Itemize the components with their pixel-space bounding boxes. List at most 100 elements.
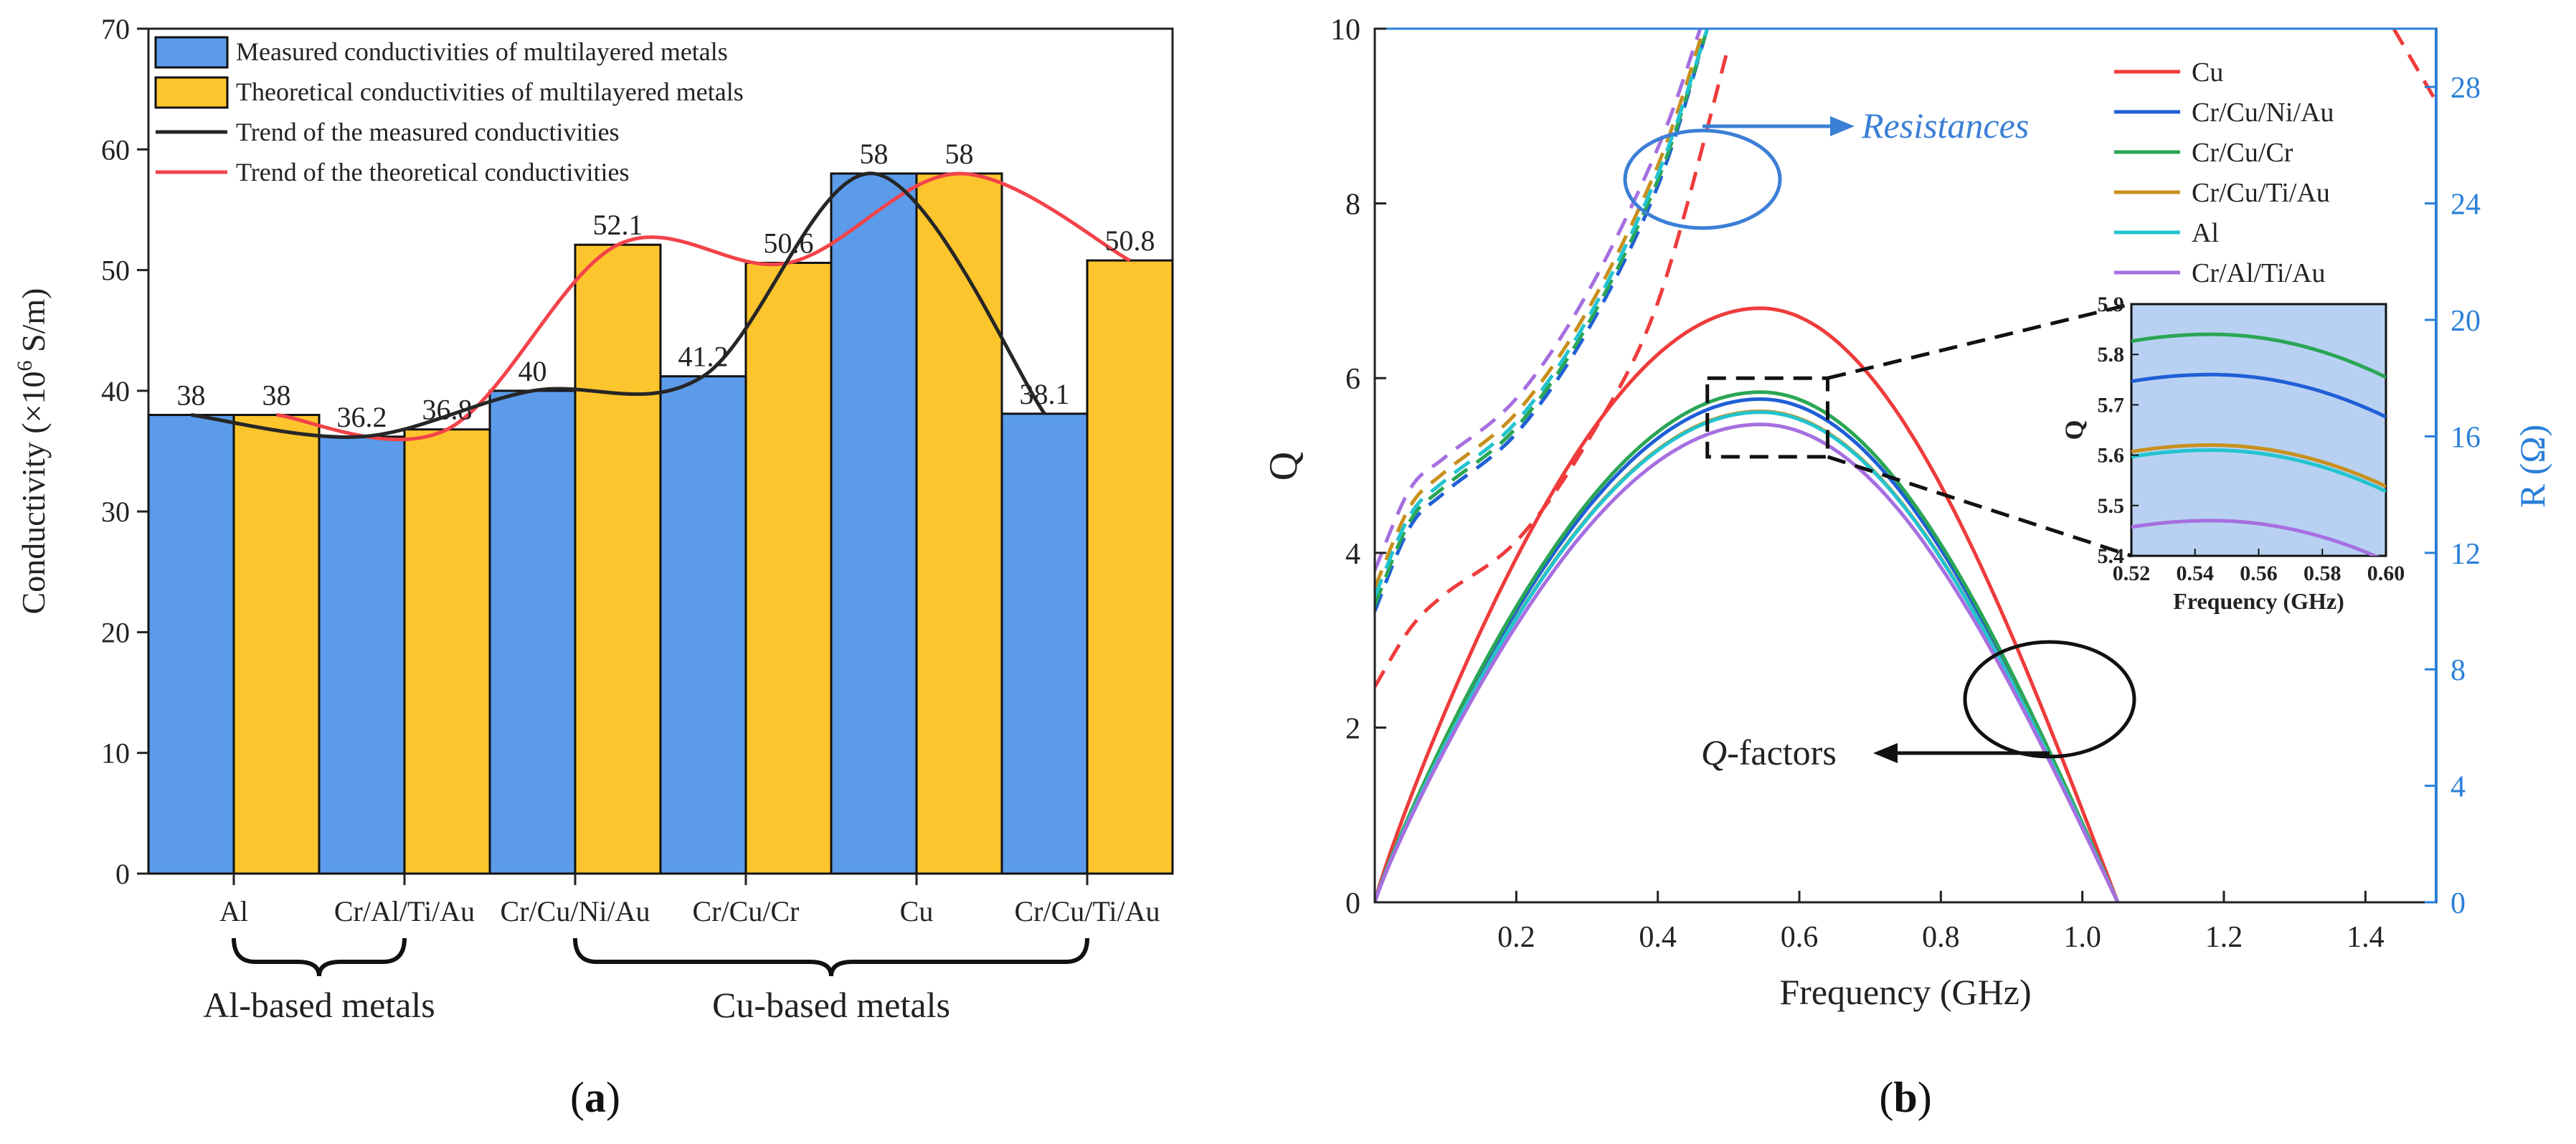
inset-q-curve	[2131, 443, 2386, 488]
resistances-annotation: Resistances	[1861, 105, 2029, 146]
inset-curves	[2131, 332, 2386, 556]
q-curve-cr-cu-cr	[1375, 390, 2120, 902]
data-label-theoretical: 36.8	[422, 394, 473, 426]
group-brace	[232, 937, 407, 977]
y-right-tick-label: 0	[2450, 887, 2466, 920]
bar-measured	[1000, 412, 1089, 875]
panel-b-ylabel-left: Q	[1261, 452, 1306, 481]
q-factors-arrow-head	[1873, 743, 1898, 763]
trend-line-measured	[191, 171, 1046, 439]
y-tick-label: 30	[101, 496, 130, 528]
group-brace	[573, 937, 1089, 977]
y-tick-label: 10	[101, 737, 130, 770]
inset-q-curve	[2131, 519, 2380, 556]
data-label-theoretical: 52.1	[593, 209, 643, 241]
legend-swatch	[154, 76, 229, 109]
legend-label: Trend of the measured conductivities	[236, 118, 620, 146]
inset-y-tick-label: 5.4	[2098, 544, 2125, 568]
legend-label: Cr/Cu/Ti/Au	[2192, 178, 2330, 208]
inset-y-tick-label: 5.8	[2098, 343, 2125, 367]
y-left-tick-label: 8	[1345, 189, 1360, 222]
r-curve-cu	[1375, 45, 1730, 688]
y-right-tick-label: 20	[2450, 305, 2481, 338]
x-tick-label: 1.2	[2205, 921, 2243, 954]
group-label: Al-based metals	[203, 985, 435, 1025]
inset-x-tick-label: 0.54	[2177, 562, 2215, 585]
panel-b-label: (b)	[1879, 1074, 1931, 1121]
inset-ylabel: Q	[2060, 420, 2088, 440]
y-tick-label: 50	[101, 255, 130, 287]
inset-frame	[2130, 303, 2387, 557]
legend-label: Trend of the theoretical conductivities	[236, 158, 630, 186]
y-right-tick-label: 8	[2450, 654, 2466, 687]
resistances-arrow-head	[1830, 116, 1855, 136]
inset-y-tick-label: 5.5	[2098, 494, 2125, 518]
x-tick-label: 1.4	[2347, 921, 2385, 954]
q-factors-ellipse	[1963, 640, 2136, 759]
inset-x-tick-label: 0.58	[2303, 562, 2341, 585]
bar-measured	[318, 435, 406, 875]
group-label: Cu-based metals	[712, 985, 950, 1025]
bar-theoretical	[574, 243, 662, 875]
panel-b-ylabel-right: R (Ω)	[2512, 425, 2552, 508]
bar-measured	[488, 389, 577, 875]
inset-q-curve	[2131, 332, 2386, 379]
x-tick-label: Cr/Cu/Ti/Au	[1014, 895, 1160, 927]
r-curve-tail	[2392, 29, 2436, 103]
q-factors-italic: Q	[1701, 732, 1727, 772]
panel-b-xlabel: Frequency (GHz)	[1779, 972, 2031, 1012]
x-tick-label: Al	[219, 895, 248, 927]
r-curve-cr-al-ti-au	[1375, 29, 1703, 572]
legend-label: Al	[2192, 218, 2219, 248]
x-tick-label: Cu	[900, 895, 934, 927]
data-label-measured: 41.2	[678, 341, 729, 373]
inset-y-tick-label: 5.9	[2098, 293, 2125, 316]
y-right-tick-label: 28	[2450, 72, 2481, 105]
x-tick-label: 0.8	[1922, 921, 1960, 954]
q-factors-annotation: Q-factors	[1701, 732, 1837, 772]
x-tick-label: 0.6	[1781, 921, 1819, 954]
x-tick-label: Cr/Cu/Ni/Au	[501, 895, 650, 927]
y-right-tick-label: 24	[2450, 189, 2481, 222]
q-curve-al	[1375, 410, 2120, 902]
zoom-connector-top	[1827, 302, 2132, 380]
inset-x-tick-label: 0.52	[2113, 562, 2151, 585]
zoom-connector-bottom	[1827, 455, 2132, 558]
x-tick-label: 1.0	[2063, 921, 2101, 954]
data-label-measured: 36.2	[337, 401, 387, 433]
y-left-tick-label: 10	[1330, 14, 1360, 47]
legend-label: Cr/Al/Ti/Au	[2192, 258, 2326, 288]
bar-theoretical	[1086, 259, 1174, 875]
y-tick-label: 40	[101, 375, 130, 407]
r-curve-cr-cu-cr	[1375, 29, 1710, 606]
data-label-measured: 38.1	[1020, 378, 1070, 410]
panel-a-chart: 38 38 36.2 36.8 40 52.1 41.2 50.6 58 58 38.1 50.8 0…	[13, 13, 1174, 1121]
bar-measured	[147, 414, 235, 875]
x-tick-label: Cr/Cu/Cr	[693, 895, 800, 927]
bar-theoretical	[915, 172, 1003, 875]
y-tick-label: 0	[115, 858, 130, 890]
r-curve-al	[1375, 29, 1710, 597]
y-right-tick-label: 12	[2450, 538, 2481, 571]
q-factors-rest: -factors	[1727, 732, 1837, 772]
data-label-theoretical: 50.8	[1105, 224, 1155, 257]
trend-line-theoretical	[276, 171, 1131, 442]
r-curve-cr-cu-ti-au	[1375, 29, 1706, 589]
legend-label: Cr/Cu/Cr	[2192, 138, 2293, 168]
y-right-tick-label: 16	[2450, 421, 2481, 454]
data-label-theoretical: 38	[262, 379, 291, 412]
y-tick-label: 20	[101, 616, 130, 648]
bar-theoretical	[403, 428, 491, 875]
legend-label: Cu	[2192, 57, 2223, 88]
panel-b-chart: 0.52 0.54 0.56 0.58 0.605.45.55.65.75.85.9Fr…	[1261, 14, 2552, 1121]
y-right-tick-label: 4	[2450, 771, 2466, 804]
resistances-ellipse	[1623, 128, 1782, 230]
x-tick-label: 0.2	[1497, 921, 1535, 954]
data-label-measured: 58	[860, 138, 889, 170]
legend-label: Cr/Cu/Ni/Au	[2192, 98, 2334, 128]
inset-q-curve	[2131, 372, 2386, 419]
r-curve-cr-cu-ni-au	[1375, 29, 1710, 612]
inset-xlabel: Frequency (GHz)	[2173, 588, 2344, 614]
data-label-measured: 40	[518, 355, 547, 387]
